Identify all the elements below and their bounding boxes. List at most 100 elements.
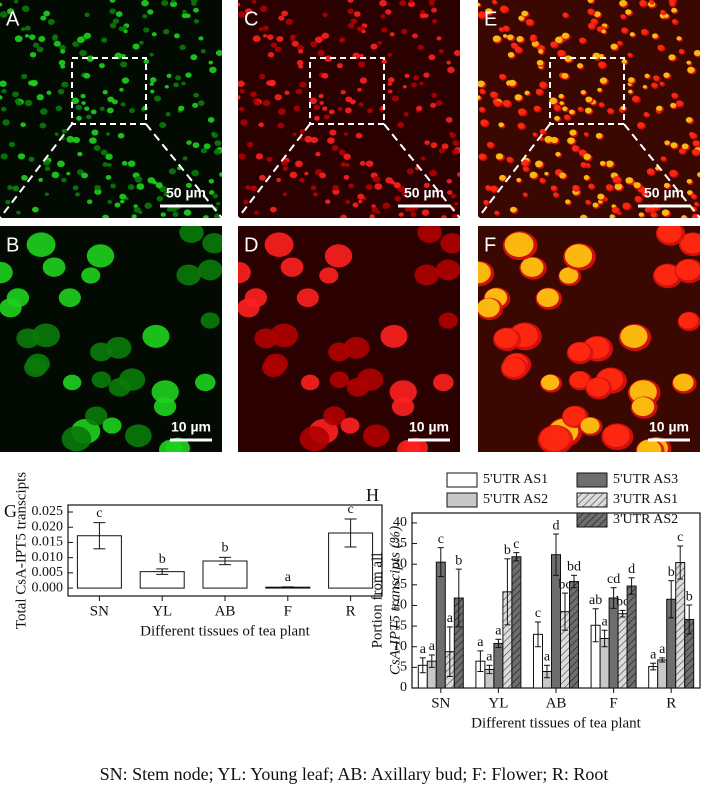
cell <box>620 324 648 348</box>
cell <box>219 172 222 177</box>
cell <box>107 96 115 103</box>
cell <box>687 66 695 74</box>
cell <box>408 206 416 212</box>
cell <box>102 162 109 167</box>
cell <box>278 15 285 21</box>
cell <box>101 37 108 43</box>
cell <box>295 88 303 95</box>
significance-letter: b <box>222 541 229 556</box>
cell <box>211 132 218 139</box>
cell <box>163 28 170 35</box>
cell <box>143 59 149 64</box>
error-bar <box>601 629 608 648</box>
cell <box>539 81 547 88</box>
cell <box>352 202 359 208</box>
cell <box>312 192 319 197</box>
cell <box>66 135 75 143</box>
cell <box>416 105 423 111</box>
cell <box>583 153 591 160</box>
cell <box>57 88 65 95</box>
zoom-line <box>145 123 223 219</box>
cell <box>516 35 524 43</box>
cell <box>652 33 658 39</box>
significance-letter: b <box>159 552 166 567</box>
cell <box>619 0 627 7</box>
cell <box>5 199 11 205</box>
cell <box>147 9 154 15</box>
cell <box>657 44 664 51</box>
caption: SN: Stem node; YL: Young leaf; AB: Axill… <box>100 764 609 784</box>
cell <box>629 32 635 37</box>
cell <box>550 41 558 48</box>
cell <box>117 132 125 139</box>
cell <box>502 25 509 31</box>
cell <box>120 61 128 68</box>
cell <box>538 49 544 54</box>
cell <box>393 182 401 189</box>
significance-letter: bc <box>558 577 571 592</box>
error-bar <box>495 638 502 649</box>
y-axis-label: Portion from all <box>369 553 385 649</box>
cell <box>559 267 579 284</box>
cell <box>293 105 301 112</box>
cell <box>100 149 108 156</box>
cell <box>238 2 241 7</box>
cell <box>84 106 90 111</box>
cell <box>276 177 282 182</box>
y-axis-label: CsA-IPT5 transcipts (%) <box>387 526 403 675</box>
cell <box>478 95 481 100</box>
cell <box>314 115 320 121</box>
cell <box>109 22 117 29</box>
cell <box>675 259 700 281</box>
cell <box>494 328 518 349</box>
cell <box>160 212 166 217</box>
cell <box>401 191 408 197</box>
cell <box>669 169 678 177</box>
cell <box>91 129 99 136</box>
cell <box>147 177 156 184</box>
y-tick-label: 15 <box>393 618 407 633</box>
x-tick-label: F <box>609 695 617 711</box>
cell <box>428 54 436 61</box>
cell <box>644 73 650 79</box>
cell <box>597 193 605 200</box>
panel-letter: C <box>244 8 258 30</box>
cell <box>332 184 339 191</box>
cell <box>506 34 514 40</box>
cell <box>12 91 19 98</box>
cell <box>133 206 141 213</box>
cell <box>641 28 648 35</box>
cell <box>379 0 387 7</box>
cell <box>151 380 179 404</box>
cell <box>663 182 670 188</box>
cell <box>660 156 666 161</box>
cell <box>611 206 619 213</box>
y-axis-label-wrap: Portion from all CsA-IPT5 transcipts (%) <box>369 526 403 675</box>
significance-letter: a <box>495 624 502 639</box>
cell <box>60 49 66 54</box>
cell <box>510 42 518 48</box>
cell <box>208 60 214 65</box>
cell <box>478 153 486 160</box>
cell <box>411 82 417 88</box>
cell <box>436 36 442 41</box>
cell <box>192 142 200 149</box>
significance-letter: c <box>347 502 353 517</box>
cell <box>185 182 192 188</box>
cell <box>207 116 215 123</box>
cell <box>24 34 30 38</box>
cell <box>639 0 647 7</box>
cell <box>185 13 191 19</box>
cell <box>244 8 253 15</box>
cell <box>156 195 164 202</box>
cell <box>38 177 44 182</box>
cell <box>191 1 197 6</box>
cell <box>535 88 543 95</box>
cell <box>159 185 167 193</box>
cell <box>697 172 700 177</box>
cell <box>36 94 44 101</box>
cell <box>238 153 246 160</box>
x-tick-label: YL <box>488 695 508 711</box>
cell <box>498 27 504 32</box>
